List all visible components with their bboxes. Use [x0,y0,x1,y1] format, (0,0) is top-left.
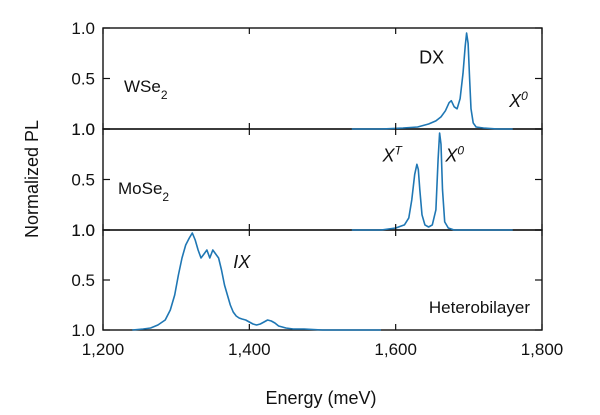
y-axis-title: Normalized PL [22,120,42,238]
spectra-traces [132,32,513,331]
peak-label: DX [419,47,444,67]
peak-label: X0 [508,89,528,111]
panel-label-2: MoSe2 [118,179,169,204]
spectrum-trace-1 [351,32,513,130]
y-tick-label: 1.0 [71,221,95,240]
y-tick-label: 0.5 [71,171,95,190]
panel-frame-2 [102,128,543,231]
x-tick-label: 1,200 [82,340,125,359]
spectrum-trace-2 [351,132,513,231]
y-tick-label: 1.0 [71,120,95,139]
spectrum-trace-3 [132,232,381,331]
x-axis-title: Energy (meV) [265,388,376,408]
y-tick-label: 1.0 [71,321,95,340]
panel-label-1: WSe2 [124,77,168,102]
panel-label-3: Heterobilayer [429,298,530,317]
y-tick-label: 1.0 [71,221,95,240]
y-tick-label: 1.0 [71,120,95,139]
panel-frame-1 [102,27,543,130]
x-tick-label: 1,600 [374,340,417,359]
x-tick-label: 1,400 [228,340,271,359]
peak-label: X0 [444,143,464,165]
y-tick-label: 1.0 [71,19,95,38]
peak-label: XT [381,143,403,165]
y-tick-label: 0.5 [71,271,95,290]
axis-ticks [102,27,543,331]
peak-label: IX [233,252,251,272]
panel-frames [102,27,543,331]
x-tick-label: 1,800 [521,340,564,359]
y-tick-label: 0.5 [71,70,95,89]
